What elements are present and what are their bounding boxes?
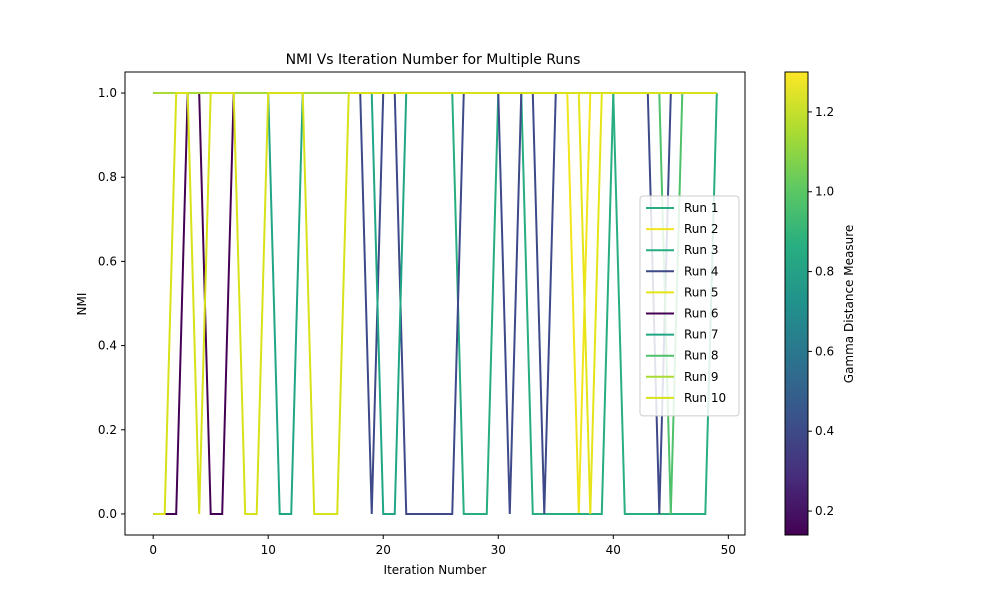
chart-title: NMI Vs Iteration Number for Multiple Run… xyxy=(286,52,581,68)
y-tick-label: 0.8 xyxy=(98,170,117,184)
colorbar-gradient xyxy=(784,71,809,536)
colorbar: 0.2 0.4 0.6 0.8 1.0 1.2 Gamma Distance Measur… xyxy=(784,71,856,536)
series-line-run-2 xyxy=(153,92,717,514)
y-tick-label: 0.2 xyxy=(98,423,117,437)
x-tick-label: 0 xyxy=(149,543,157,557)
series-line-run-5 xyxy=(153,92,717,514)
colorbar-tick-label: 0.2 xyxy=(815,504,834,518)
plot-area xyxy=(124,71,746,536)
legend-label-run-2: Run 2 xyxy=(684,222,718,236)
series-line-run-7 xyxy=(153,92,717,515)
series-line-run-1 xyxy=(153,92,718,515)
x-tick-label: 50 xyxy=(721,543,736,557)
series-line-run-3 xyxy=(153,92,717,515)
y-tick-label: 0.6 xyxy=(98,254,117,268)
legend: Run 1 Run 2 Run 3 Run 4 Run 5 Run 6 Run 7 Run 8… xyxy=(639,195,740,417)
y-axis-label: NMI xyxy=(75,293,89,316)
x-axis: 0 10 20 30 40 50 xyxy=(149,535,736,557)
x-axis-label: Iteration Number xyxy=(384,563,487,577)
legend-label-run-3: Run 3 xyxy=(684,243,718,257)
x-tick-label: 20 xyxy=(376,543,391,557)
legend-label-run-1: Run 1 xyxy=(684,201,718,215)
plot-frame xyxy=(124,71,746,536)
colorbar-tick-label: 0.6 xyxy=(815,344,834,358)
legend-label-run-7: Run 7 xyxy=(684,328,718,342)
series-line-run-6 xyxy=(153,92,717,515)
series-line-run-10 xyxy=(153,92,717,515)
legend-label-run-4: Run 4 xyxy=(684,264,718,278)
x-tick-label: 30 xyxy=(491,543,506,557)
colorbar-ticks: 0.2 0.4 0.6 0.8 1.0 1.2 xyxy=(808,105,834,518)
series-line-run-4 xyxy=(153,92,717,515)
x-tick-label: 10 xyxy=(261,543,276,557)
colorbar-tick-label: 1.0 xyxy=(815,185,834,199)
y-tick-label: 0.4 xyxy=(98,339,117,353)
series-lines xyxy=(153,92,718,515)
colorbar-tick-label: 1.2 xyxy=(815,105,834,119)
legend-label-run-10: Run 10 xyxy=(684,391,726,405)
legend-label-run-5: Run 5 xyxy=(684,285,718,299)
x-tick-label: 40 xyxy=(606,543,621,557)
y-axis: 0.0 0.2 0.4 0.6 0.8 1.0 xyxy=(98,86,125,521)
colorbar-tick-label: 0.8 xyxy=(815,265,834,279)
series-line-run-8 xyxy=(153,92,717,514)
colorbar-tick-label: 0.4 xyxy=(815,424,834,438)
colorbar-label: Gamma Distance Measure xyxy=(842,225,856,383)
legend-label-run-8: Run 8 xyxy=(684,349,718,363)
legend-label-run-9: Run 9 xyxy=(684,370,718,384)
y-tick-label: 1.0 xyxy=(98,86,117,100)
legend-label-run-6: Run 6 xyxy=(684,307,718,321)
y-tick-label: 0.0 xyxy=(98,507,117,521)
